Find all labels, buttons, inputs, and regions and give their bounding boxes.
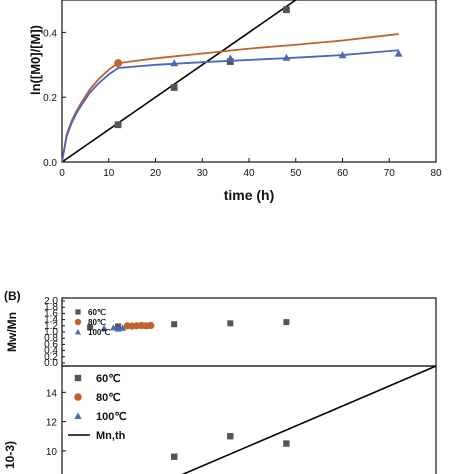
panel-b-plot-area	[87, 319, 437, 474]
legend-top-label: 80℃	[88, 318, 106, 327]
x-tick-label: 0	[59, 168, 65, 179]
y-tick-label: 0.4	[43, 28, 57, 39]
x-tick-label: 60	[337, 168, 349, 179]
x-tick-label: 70	[384, 168, 396, 179]
y-tick-label-top: 1.6	[44, 308, 58, 319]
x-tick-label: 20	[150, 168, 162, 179]
legend-bottom-label: 80℃	[96, 392, 121, 404]
mn-point-square	[227, 433, 234, 440]
legend-top-marker	[75, 309, 81, 315]
legend-bottom-marker	[74, 393, 82, 401]
panel-b-bottom-frame	[61, 365, 437, 474]
x-tick-label: 50	[290, 168, 302, 179]
y-tick-label-top: 1.2	[44, 321, 58, 332]
data-point-circle	[114, 59, 123, 68]
dispersity-point-triangle	[119, 324, 127, 331]
legend-top-label: 60℃	[88, 308, 106, 317]
y-tick-label-top: 1.8	[44, 302, 58, 313]
y-tick-label-top: 2.0	[44, 296, 58, 307]
panel-b-top-frame	[61, 297, 437, 367]
panel-b-label: (B)	[4, 289, 21, 303]
data-point-triangle	[170, 59, 179, 67]
y-tick-label-top: 0.0	[44, 358, 58, 369]
y-axis-label: ln([M0]/[M])	[28, 25, 43, 95]
mn-point-square	[171, 453, 178, 460]
y-tick-label: 0.2	[43, 93, 57, 104]
legend-top-marker	[74, 318, 82, 326]
y-axis-label-bottom: 10-3)	[3, 441, 17, 469]
x-tick-label: 40	[243, 168, 255, 179]
dispersity-point-triangle	[109, 324, 117, 331]
mn-point-square	[283, 440, 290, 447]
series-line-5	[61, 49, 399, 163]
data-point-triangle	[394, 49, 403, 57]
dispersity-point-circle	[147, 321, 155, 330]
y-tick-label-bottom: 10	[46, 447, 58, 458]
legend-bottom-label: 60℃	[96, 373, 121, 385]
legend-bottom-marker	[74, 412, 82, 419]
y-tick-label-top: 0.2	[44, 352, 58, 363]
y-tick-label-top: 0.6	[44, 339, 58, 350]
mn-theory-line	[181, 365, 437, 474]
y-tick-label-top: 0.4	[44, 346, 58, 357]
legend-top-label: 100℃	[88, 328, 110, 337]
panel-a-ticks: 0 10 20 30 40 50 60 70 80 0.0 0.2 0.4	[43, 28, 442, 179]
panel-a-frame	[61, 0, 437, 163]
legend-top-marker	[75, 329, 81, 335]
panel-a-plot-area	[61, 0, 403, 163]
dispersity-point-triangle	[100, 324, 108, 332]
y-axis-label-top: Mw/Mn	[5, 312, 19, 352]
dispersity-point-square	[87, 324, 94, 331]
data-point-square	[283, 6, 290, 14]
x-tick-label: 10	[103, 168, 115, 179]
data-point-square	[226, 58, 234, 65]
x-tick-label: 30	[197, 168, 209, 179]
dispersity-point-square	[227, 320, 234, 327]
data-point-square	[114, 121, 122, 129]
x-axis-label: time (h)	[224, 187, 275, 203]
series-line-1	[61, 0, 297, 163]
y-tick-label-bottom: 12	[46, 418, 58, 429]
legend-bottom-label: Mn,th	[96, 430, 126, 442]
dispersity-point-square	[171, 321, 178, 328]
y-tick-label-top: 0.8	[44, 333, 58, 344]
y-tick-label-top: 1.4	[44, 315, 58, 326]
data-point-triangle	[338, 51, 347, 59]
legend-bottom-marker	[74, 374, 82, 382]
legend-bottom-label: 100℃	[96, 411, 127, 423]
x-tick-label: 80	[430, 168, 442, 179]
series-line-3	[61, 33, 399, 163]
panel-b: (B) 0.00.20.40.60.81.01.21.41.61.82.0810…	[3, 289, 437, 474]
data-point-triangle	[282, 53, 291, 61]
y-tick-label: 0.0	[43, 158, 57, 169]
data-point-square	[170, 84, 178, 91]
dispersity-point-square	[283, 319, 290, 326]
y-tick-label-top: 1.0	[44, 327, 58, 338]
y-tick-label-bottom: 14	[46, 388, 58, 399]
panel-a: 0 10 20 30 40 50 60 70 80 0.0 0.2 0.4 time (h) ln([…	[28, 0, 442, 203]
panel-b-ticks: 0.00.20.40.60.81.01.21.41.61.82.08101214	[44, 296, 66, 458]
data-point-triangle	[226, 54, 235, 62]
